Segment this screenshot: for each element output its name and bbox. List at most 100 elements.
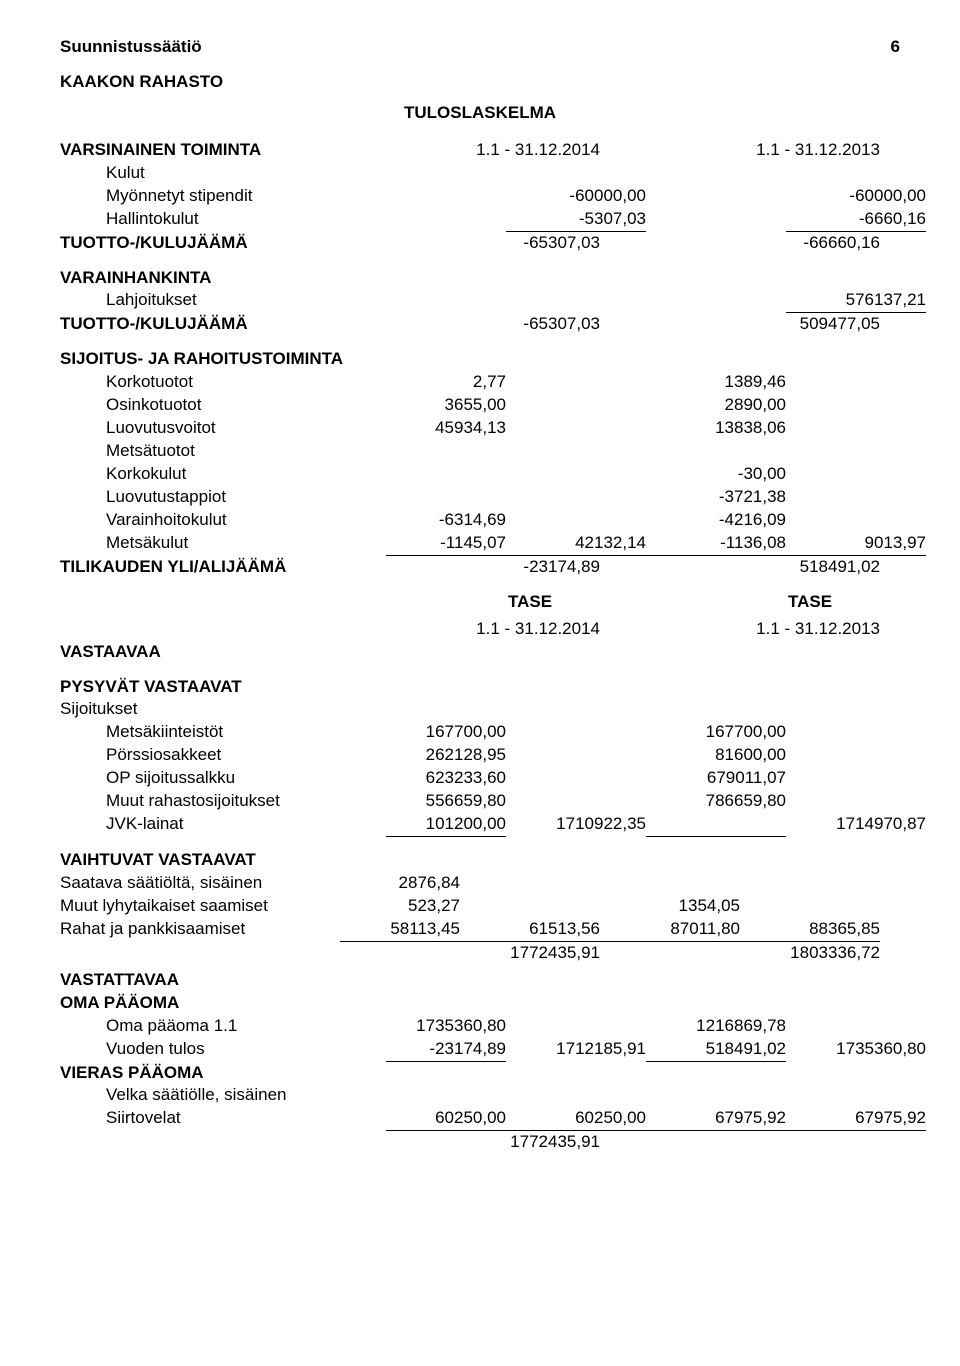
label: Osinkotuotot [60, 394, 386, 417]
label: VIERAS PÄÄOMA [60, 1062, 340, 1085]
period-prev: 1.1 - 31.12.2013 [740, 139, 880, 162]
row-luovutusvoitot: Luovutusvoitot 45934,13 13838,06 [60, 417, 900, 440]
label: Metsäkulut [60, 532, 386, 556]
value: -4216,09 [719, 510, 786, 529]
row-kulut: Kulut [60, 162, 900, 185]
label: VASTAAVAA [60, 641, 340, 664]
row-op: OP sijoitussalkku 623233,60 679011,07 [60, 767, 900, 790]
value: 45934,13 [435, 418, 506, 437]
oma-head: OMA PÄÄOMA [60, 992, 900, 1015]
label: Velka säätiölle, sisäinen [60, 1084, 386, 1107]
row-vastaavaa-total: 1772435,91 1803336,72 [60, 942, 900, 965]
row-tuotto1: TUOTTO-/KULUJÄÄMÄ -65307,03 -66660,16 [60, 232, 900, 255]
label: Hallintokulut [60, 208, 386, 232]
value: 3655,00 [445, 395, 506, 414]
row-metsakulut: Metsäkulut -1145,07 42132,14 -1136,08 90… [60, 532, 900, 556]
label: Luovutusvoitot [60, 417, 386, 440]
value: 1389,46 [725, 372, 786, 391]
pysyvat-head: PYSYVÄT VASTAAVAT [60, 676, 900, 699]
row-metsakiint: Metsäkiinteistöt 167700,00 167700,00 [60, 721, 900, 744]
value: -65307,03 [523, 314, 600, 333]
label: Vuoden tulos [60, 1038, 386, 1062]
vastattavaa-head: VASTATTAVAA [60, 969, 900, 992]
value: 101200,00 [386, 813, 506, 837]
section-varainhankinta: VARAINHANKINTA [60, 267, 900, 290]
value: 2,77 [473, 372, 506, 391]
period-current: 1.1 - 31.12.2014 [460, 618, 600, 641]
value: -1136,08 [646, 532, 786, 556]
row-tilikauden: TILIKAUDEN YLI/ALIJÄÄMÄ -23174,89 518491… [60, 556, 900, 579]
value: 67975,92 [646, 1107, 786, 1131]
vieras-head: VIERAS PÄÄOMA [60, 1062, 900, 1085]
value: 1712185,91 [556, 1039, 646, 1058]
label: SIJOITUS- JA RAHOITUSTOIMINTA [60, 348, 460, 371]
value: 1772435,91 [510, 943, 600, 962]
tase-heading-row: TASE TASE [60, 591, 900, 614]
value: 2890,00 [725, 395, 786, 414]
label: Korkotuotot [60, 371, 386, 394]
row-hallinto: Hallintokulut -5307,03 -6660,16 [60, 208, 900, 232]
value: 87011,80 [600, 918, 740, 942]
label: TUOTTO-/KULUJÄÄMÄ [60, 313, 340, 336]
label: TUOTTO-/KULUJÄÄMÄ [60, 232, 340, 255]
value: 88365,85 [740, 918, 880, 942]
value: 60250,00 [386, 1107, 506, 1131]
page-number: 6 [891, 36, 900, 59]
row-siirtovelat: Siirtovelat 60250,00 60250,00 67975,92 6… [60, 1107, 900, 1131]
period-current: 1.1 - 31.12.2014 [460, 139, 600, 162]
value: -6314,69 [439, 510, 506, 529]
label: Saatava säätiöltä, sisäinen [60, 872, 340, 895]
value: 556659,80 [426, 791, 506, 810]
value: 1714970,87 [836, 814, 926, 833]
value: 42132,14 [506, 532, 646, 556]
value: 1710922,35 [556, 814, 646, 833]
value: 1735360,80 [416, 1016, 506, 1035]
label: VASTATTAVAA [60, 969, 340, 992]
label: Muut rahastosijoitukset [60, 790, 386, 813]
value: 2876,84 [399, 873, 460, 892]
value: -30,00 [738, 464, 786, 483]
label: Sijoitukset [60, 698, 340, 721]
row-tuotto2: TUOTTO-/KULUJÄÄMÄ -65307,03 509477,05 [60, 313, 900, 336]
label: Myönnetyt stipendit [60, 185, 386, 208]
label: Korkokulut [60, 463, 386, 486]
row-saatava: Saatava säätiöltä, sisäinen 2876,84 [60, 872, 900, 895]
row-vastattavaa-total: 1772435,91 [60, 1131, 900, 1154]
value: -23174,89 [523, 557, 600, 576]
row-omapaaoma: Oma pääoma 1.1 1735360,80 1216869,78 [60, 1015, 900, 1038]
value: 9013,97 [786, 532, 926, 556]
row-korkokulut: Korkokulut -30,00 [60, 463, 900, 486]
section-varsinainen: VARSINAINEN TOIMINTA 1.1 - 31.12.2014 1.… [60, 139, 900, 162]
value: -23174,89 [386, 1038, 506, 1062]
value: -66660,16 [803, 233, 880, 252]
label: Metsätuotot [60, 440, 386, 463]
label: Metsäkiinteistöt [60, 721, 386, 744]
label: Lahjoitukset [60, 289, 386, 313]
label: OP sijoitussalkku [60, 767, 386, 790]
value: 58113,45 [340, 918, 460, 942]
label: Varainhoitokulut [60, 509, 386, 532]
label: PYSYVÄT VASTAAVAT [60, 676, 340, 699]
section-sijoitus: SIJOITUS- JA RAHOITUSTOIMINTA [60, 348, 900, 371]
tase-title-left: TASE [460, 591, 600, 614]
row-metsatuotot: Metsätuotot [60, 440, 900, 463]
fund-name: KAAKON RAHASTO [60, 71, 900, 94]
value: -1145,07 [386, 532, 506, 556]
label: Pörssiosakkeet [60, 744, 386, 767]
value: 1803336,72 [790, 943, 880, 962]
label: VARSINAINEN TOIMINTA [60, 139, 340, 162]
value: 509477,05 [800, 314, 880, 333]
row-rahat: Rahat ja pankkisaamiset 58113,45 61513,5… [60, 918, 900, 942]
row-velka: Velka säätiölle, sisäinen [60, 1084, 900, 1107]
vaihtuvat-head: VAIHTUVAT VASTAAVAT [60, 849, 900, 872]
value: 61513,56 [460, 918, 600, 942]
row-porssi: Pörssiosakkeet 262128,95 81600,00 [60, 744, 900, 767]
label: VARAINHANKINTA [60, 267, 340, 290]
org-name: Suunnistussäätiö [60, 36, 202, 59]
value: -3721,38 [719, 487, 786, 506]
value: -60000,00 [849, 186, 926, 205]
sijoitukset-head: Sijoitukset [60, 698, 900, 721]
row-lahjoitukset: Lahjoitukset 576137,21 [60, 289, 900, 313]
value: -6660,16 [786, 208, 926, 232]
value: 518491,02 [800, 557, 880, 576]
